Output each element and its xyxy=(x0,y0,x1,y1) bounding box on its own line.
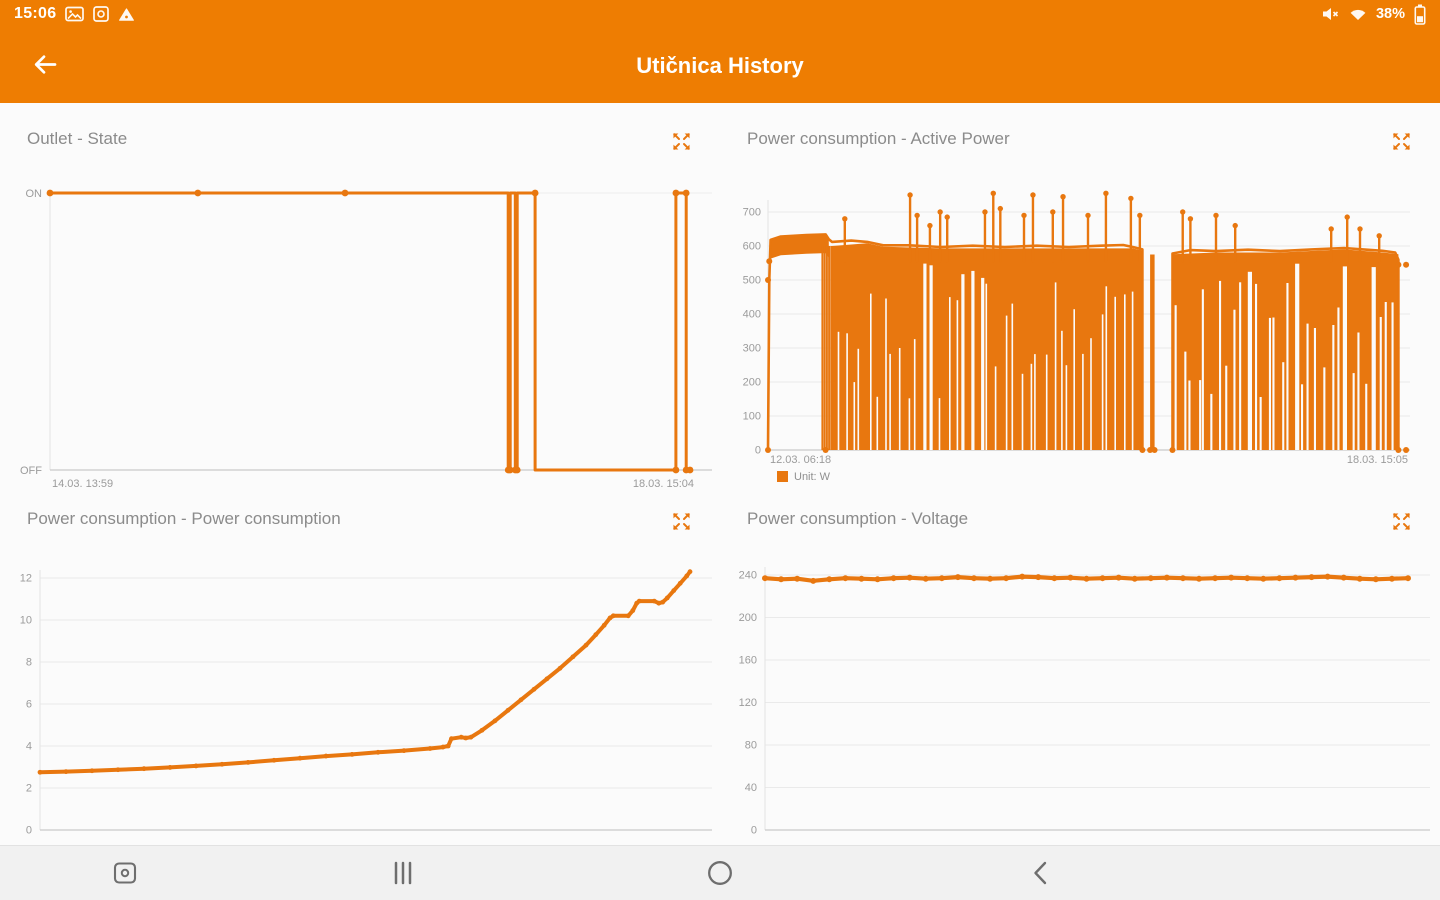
expand-button[interactable] xyxy=(669,509,694,534)
expand-icon xyxy=(1393,133,1410,150)
back-nav-button[interactable] xyxy=(1025,854,1055,892)
svg-text:4: 4 xyxy=(26,741,32,753)
panel-title: Power consumption - Power consumption xyxy=(27,509,341,528)
home-icon xyxy=(708,861,732,885)
svg-text:160: 160 xyxy=(739,655,757,667)
panel-voltage: Power consumption - Voltage 0 40 80 120 160 2… xyxy=(720,495,1440,845)
state-chart-canvas[interactable]: ON OFF 14.03. 13:59 18.03. 15:04 xyxy=(0,165,720,495)
expand-button[interactable] xyxy=(1389,509,1414,534)
file-transfer-icon xyxy=(119,7,135,21)
battery-icon xyxy=(1414,4,1426,25)
svg-text:200: 200 xyxy=(739,612,757,624)
svg-text:14.03. 13:59: 14.03. 13:59 xyxy=(52,478,113,490)
wifi-icon xyxy=(1350,9,1366,20)
back-button[interactable] xyxy=(28,47,63,84)
svg-text:100: 100 xyxy=(743,411,761,423)
voltage-chart-canvas[interactable]: 0 40 80 120 160 200 240 xyxy=(720,545,1440,845)
expand-icon xyxy=(1393,513,1410,530)
svg-text:0: 0 xyxy=(26,825,32,837)
energy-chart-canvas[interactable]: 0 2 4 6 8 10 12 xyxy=(0,545,720,845)
recents-button[interactable] xyxy=(387,855,419,891)
expand-icon xyxy=(673,133,690,150)
svg-text:10: 10 xyxy=(20,615,32,627)
panel-title: Outlet - State xyxy=(27,129,128,148)
svg-text:18.03. 15:04: 18.03. 15:04 xyxy=(633,478,694,490)
svg-text:Unit: W: Unit: W xyxy=(794,471,831,483)
svg-text:8: 8 xyxy=(26,657,32,669)
svg-text:ON: ON xyxy=(26,188,43,200)
panel-title: Power consumption - Active Power xyxy=(747,129,1010,148)
svg-text:500: 500 xyxy=(743,275,761,287)
svg-text:600: 600 xyxy=(743,241,761,253)
svg-text:6: 6 xyxy=(26,699,32,711)
svg-text:120: 120 xyxy=(739,697,757,709)
navigation-bar xyxy=(0,845,1440,900)
battery-percent: 38% xyxy=(1375,6,1405,22)
expand-icon xyxy=(673,513,690,530)
svg-text:0: 0 xyxy=(751,825,757,837)
app-bar: Utičnica History xyxy=(0,28,1440,103)
status-bar: 15:06 38% xyxy=(0,0,1440,28)
gallery-icon xyxy=(65,6,85,22)
svg-text:80: 80 xyxy=(745,740,757,752)
svg-text:0: 0 xyxy=(755,445,761,457)
expand-button[interactable] xyxy=(669,129,694,154)
svg-text:12.03. 06:18: 12.03. 06:18 xyxy=(770,454,831,466)
back-arrow-icon xyxy=(34,54,57,74)
panel-power-consumption: Power consumption - Power consumption 0 2… xyxy=(0,495,720,845)
svg-text:400: 400 xyxy=(743,309,761,321)
svg-text:240: 240 xyxy=(739,570,757,582)
svg-text:700: 700 xyxy=(743,207,761,219)
svg-text:18.03. 15:05: 18.03. 15:05 xyxy=(1347,454,1408,466)
screen-capture-nav-icon xyxy=(113,862,137,884)
screen-capture-icon xyxy=(93,6,110,22)
page-title: Utičnica History xyxy=(636,52,804,78)
home-button[interactable] xyxy=(701,854,739,892)
status-time: 15:06 xyxy=(14,5,57,22)
svg-text:40: 40 xyxy=(745,782,757,794)
svg-text:2: 2 xyxy=(26,783,32,795)
panel-outlet-state: Outlet - State ON OFF 14.03. 13:59 18.03. 1… xyxy=(0,115,720,495)
svg-text:200: 200 xyxy=(743,377,761,389)
panel-active-power: Power consumption - Active Power 0 100 200… xyxy=(720,115,1440,495)
recents-icon xyxy=(394,861,412,885)
expand-button[interactable] xyxy=(1389,129,1414,154)
back-chevron-icon xyxy=(1034,861,1047,885)
panel-title: Power consumption - Voltage xyxy=(747,509,969,528)
svg-text:12: 12 xyxy=(20,573,32,585)
active-power-chart-canvas[interactable]: 0 100 200 300 400 500 600 700 12.03. 06:18 18.03.… xyxy=(720,165,1440,495)
svg-text:OFF: OFF xyxy=(20,465,42,477)
volume-muted-icon xyxy=(1322,8,1339,20)
charts-grid: Outlet - State ON OFF 14.03. 13:59 18.03. 1… xyxy=(0,103,1440,845)
screen-capture-button[interactable] xyxy=(106,855,144,891)
svg-text:300: 300 xyxy=(743,343,761,355)
